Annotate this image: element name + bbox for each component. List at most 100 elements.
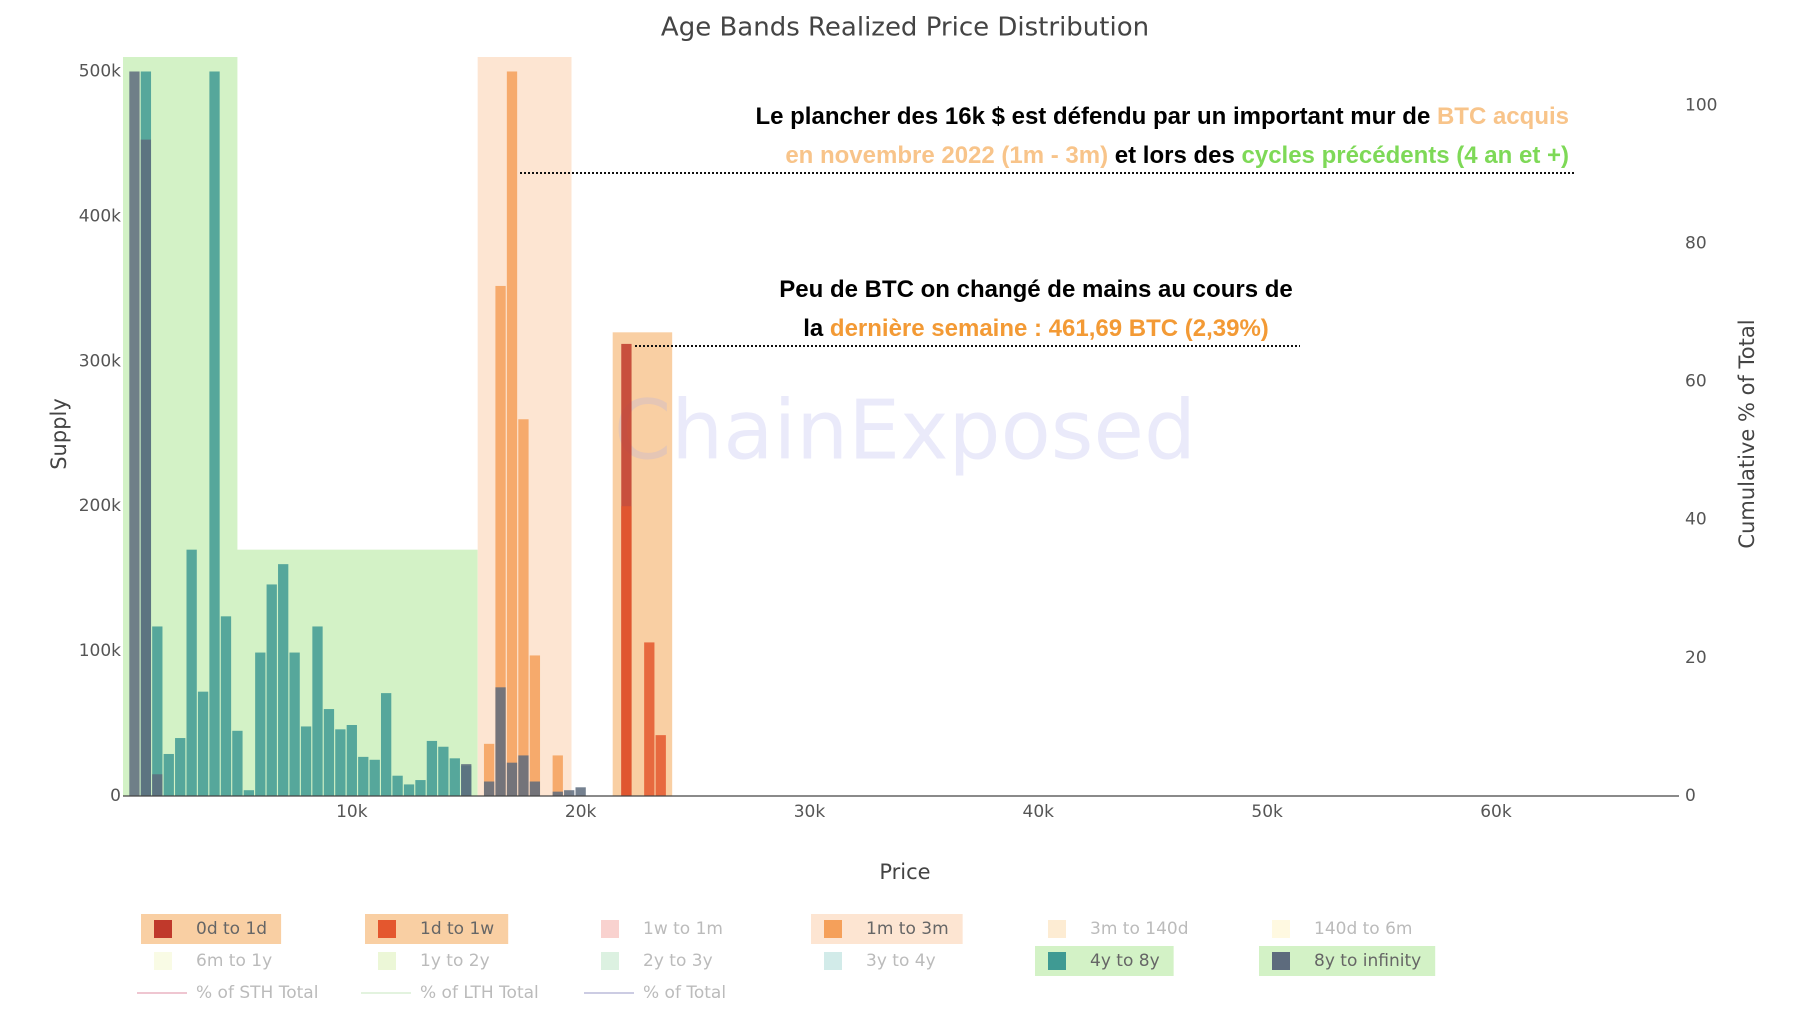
annotation-text: en novembre 2022 (1m - 3m) [785, 142, 1108, 169]
y2-axis-title: Cumulative % of Total [1735, 319, 1759, 548]
bar [655, 735, 666, 796]
bar [312, 626, 323, 796]
x-axis-title: Price [879, 860, 930, 884]
bar [209, 71, 220, 797]
bar [163, 753, 174, 796]
annotation-line: en novembre 2022 (1m - 3m) et lors des c… [785, 142, 1569, 169]
bar [415, 780, 426, 796]
legend-swatch [1272, 952, 1290, 970]
annotation-text: dernière semaine : 461,69 BTC (2,39%) [830, 315, 1269, 342]
bar [175, 738, 186, 796]
legend-label[interactable]: % of LTH Total [420, 983, 539, 1003]
annotation-text: Le plancher des 16k $ est défendu par un… [755, 103, 1437, 130]
legend-label[interactable]: % of Total [643, 983, 726, 1003]
legend-swatch [1272, 920, 1290, 938]
x-tick-label: 10k [336, 802, 368, 822]
x-tick-label: 20k [565, 802, 597, 822]
bar [220, 616, 232, 796]
bar [552, 791, 563, 796]
bar [392, 775, 403, 796]
bar [186, 549, 197, 796]
legend-swatch [378, 920, 396, 938]
legend-swatch [1048, 952, 1066, 970]
legend-label[interactable]: 1m to 3m [866, 919, 949, 939]
x-tick-label: 50k [1251, 802, 1283, 822]
bar [518, 419, 529, 796]
bar [255, 652, 266, 796]
bar [140, 139, 152, 796]
bar [483, 743, 495, 796]
bar [461, 764, 472, 796]
bar [346, 724, 357, 796]
y-tick-label: 300k [79, 351, 121, 371]
bar [369, 759, 380, 796]
bar [621, 506, 632, 796]
legend-label[interactable]: % of STH Total [196, 983, 318, 1003]
legend-label[interactable]: 0d to 1d [196, 919, 267, 939]
legend-label[interactable]: 1d to 1w [420, 919, 494, 939]
legend-label[interactable]: 8y to infinity [1314, 951, 1421, 971]
annotation-text: Peu de BTC on changé de mains au cours d… [779, 276, 1292, 303]
x-tick-label: 30k [794, 802, 826, 822]
y2-tick-label: 0 [1685, 786, 1696, 806]
bar [495, 687, 506, 796]
bar [300, 726, 312, 796]
legend-swatch [601, 920, 619, 938]
bar [289, 652, 300, 796]
legend-label[interactable]: 1y to 2y [420, 951, 490, 971]
bar [243, 790, 255, 796]
y2-tick-label: 100 [1685, 95, 1717, 115]
bar [483, 781, 495, 796]
legend-label[interactable]: 4y to 8y [1090, 951, 1160, 971]
legend-swatch [601, 952, 619, 970]
bar [129, 71, 140, 797]
bar [403, 784, 415, 796]
bar [358, 756, 369, 796]
bar [438, 746, 449, 796]
bar [506, 762, 518, 796]
bar [529, 655, 541, 796]
y-tick-label: 200k [79, 496, 121, 516]
y2-tick-label: 60 [1685, 372, 1707, 392]
bar [278, 564, 289, 796]
annotation-text: BTC acquis [1437, 103, 1569, 130]
legend-label[interactable]: 1w to 1m [643, 919, 723, 939]
legend-swatch [824, 952, 842, 970]
bar [266, 584, 277, 796]
bar [564, 790, 575, 796]
legend-swatch [824, 920, 842, 938]
annotation-text: cycles précédents (4 an et +) [1242, 142, 1570, 169]
bar [152, 626, 163, 796]
bar [323, 709, 335, 796]
y2-tick-label: 40 [1685, 510, 1707, 530]
bar [495, 285, 506, 796]
chart-title: Age Bands Realized Price Distribution [661, 13, 1149, 43]
legend-label[interactable]: 2y to 3y [643, 951, 713, 971]
annotation-text: et lors des [1108, 142, 1241, 169]
watermark: ChainExposed [614, 383, 1196, 478]
legend-label[interactable]: 140d to 6m [1314, 919, 1413, 939]
y-tick-label: 400k [79, 206, 121, 226]
legend-swatch [154, 920, 172, 938]
x-tick-label: 60k [1480, 802, 1512, 822]
legend-label[interactable]: 3m to 140d [1090, 919, 1189, 939]
bar [152, 774, 163, 796]
bar [518, 755, 529, 796]
legend-swatch [154, 952, 172, 970]
y2-tick-label: 20 [1685, 648, 1707, 668]
bar [197, 691, 209, 796]
annotation-text: la [803, 315, 830, 342]
legend-swatch [1048, 920, 1066, 938]
x-tick-label: 40k [1023, 802, 1055, 822]
annotation-line: Peu de BTC on changé de mains au cours d… [779, 276, 1292, 303]
bar [552, 755, 563, 796]
legend-swatch [378, 952, 396, 970]
legend-label[interactable]: 6m to 1y [196, 951, 272, 971]
annotation-line: la dernière semaine : 461,69 BTC (2,39%) [803, 315, 1269, 342]
bar [506, 71, 518, 797]
bar [426, 740, 438, 796]
annotation-line: Le plancher des 16k $ est défendu par un… [755, 103, 1569, 130]
legend-label[interactable]: 3y to 4y [866, 951, 936, 971]
y2-tick-label: 80 [1685, 233, 1707, 253]
